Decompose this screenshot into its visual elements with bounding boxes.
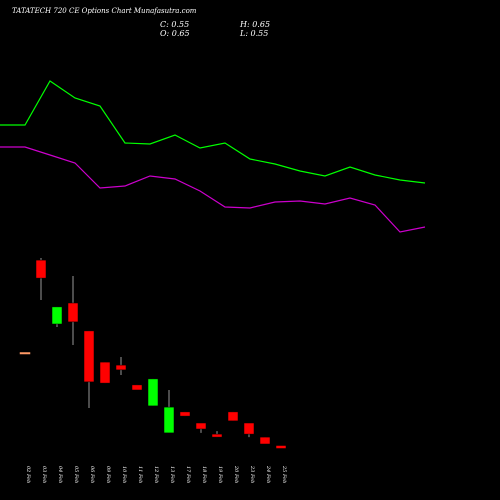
x-tick-label: 09 Feb <box>105 466 111 483</box>
low-text: L: 0.55 <box>239 29 268 38</box>
candle-body <box>179 411 191 417</box>
candle-body <box>243 422 255 435</box>
candle-body <box>131 384 143 391</box>
x-tick-label: 13 Feb <box>169 466 175 483</box>
candle-body <box>147 378 159 407</box>
close-text: C: 0.55 <box>160 20 189 29</box>
x-tick-label: 23 Feb <box>249 465 255 483</box>
x-tick-label: 17 Feb <box>185 466 191 483</box>
candle-body <box>115 364 127 371</box>
candle-body <box>259 436 271 445</box>
x-tick-label: 25 Feb <box>281 465 287 483</box>
x-tick-label: 20 Feb <box>233 465 239 483</box>
candle-body <box>67 302 79 323</box>
x-tick-label: 24 Feb <box>265 465 271 483</box>
x-tick-label: 02 Feb <box>25 466 31 483</box>
x-tick-label: 12 Feb <box>153 466 159 483</box>
ma-line <box>0 80 426 184</box>
candle-body <box>35 259 47 279</box>
x-tick-label: 06 Feb <box>89 466 95 483</box>
x-tick-label: 11 Feb <box>137 466 143 483</box>
x-tick-label: 04 Feb <box>57 466 63 483</box>
candle-body <box>211 433 223 438</box>
candle-body <box>195 422 207 430</box>
x-tick-label: 03 Feb <box>41 466 47 483</box>
x-tick-label: 18 Feb <box>201 466 207 483</box>
candle-body <box>19 352 31 355</box>
candle-body <box>83 330 95 383</box>
high-text: H: 0.65 <box>239 20 270 29</box>
candle-body <box>51 306 63 325</box>
chart-title: TATATECH 720 CE Options Chart Munafasutr… <box>12 7 197 15</box>
candle-body <box>99 361 111 384</box>
x-tick-label: 19 Feb <box>217 466 223 483</box>
open-text: O: 0.65 <box>160 29 190 38</box>
candle-body <box>227 411 239 422</box>
x-tick-label: 10 Feb <box>121 466 127 483</box>
candle-body <box>163 406 175 434</box>
ma-line <box>0 146 426 233</box>
x-tick-label: 05 Feb <box>73 466 79 483</box>
candle-body <box>275 445 287 449</box>
